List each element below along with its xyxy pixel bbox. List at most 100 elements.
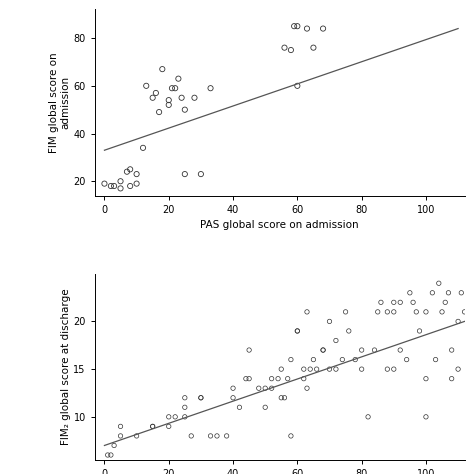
- Point: [416, 327, 423, 335]
- Point: [191, 94, 198, 101]
- Point: [181, 403, 189, 411]
- Point: [149, 94, 156, 101]
- Point: [143, 82, 150, 90]
- Point: [261, 403, 269, 411]
- Point: [345, 327, 353, 335]
- Point: [100, 180, 108, 187]
- Point: [342, 308, 349, 316]
- Point: [293, 22, 301, 30]
- Point: [277, 394, 285, 401]
- Point: [454, 365, 462, 373]
- Point: [268, 375, 275, 383]
- Point: [319, 346, 327, 354]
- Point: [358, 365, 365, 373]
- Point: [197, 170, 205, 178]
- Point: [152, 89, 160, 97]
- Point: [158, 65, 166, 73]
- Point: [383, 308, 391, 316]
- Point: [165, 96, 173, 104]
- Point: [377, 299, 385, 306]
- Point: [268, 384, 275, 392]
- Point: [284, 375, 292, 383]
- Point: [303, 25, 311, 32]
- Point: [300, 365, 308, 373]
- Point: [406, 289, 414, 297]
- Point: [303, 384, 311, 392]
- Point: [165, 423, 173, 430]
- Point: [229, 384, 237, 392]
- Point: [383, 365, 391, 373]
- Point: [133, 432, 140, 440]
- Point: [133, 180, 140, 187]
- Point: [127, 165, 134, 173]
- Point: [110, 442, 118, 449]
- Point: [351, 356, 359, 364]
- Point: [287, 432, 295, 440]
- Point: [300, 375, 308, 383]
- Point: [293, 327, 301, 335]
- Point: [197, 394, 205, 401]
- Point: [422, 308, 430, 316]
- Point: [412, 308, 420, 316]
- Point: [306, 365, 314, 373]
- Point: [117, 432, 124, 440]
- Point: [255, 384, 263, 392]
- Point: [174, 75, 182, 82]
- Point: [441, 299, 449, 306]
- Point: [187, 432, 195, 440]
- Point: [374, 308, 382, 316]
- Point: [107, 182, 115, 190]
- Point: [117, 177, 124, 185]
- Point: [371, 346, 378, 354]
- Point: [123, 168, 131, 175]
- Point: [303, 308, 311, 316]
- Point: [229, 394, 237, 401]
- Point: [104, 451, 111, 459]
- Point: [281, 394, 288, 401]
- Point: [403, 356, 410, 364]
- Point: [326, 365, 333, 373]
- Point: [172, 84, 179, 92]
- Point: [454, 318, 462, 325]
- Point: [223, 432, 230, 440]
- Point: [448, 346, 456, 354]
- Point: [432, 356, 439, 364]
- Point: [310, 44, 317, 52]
- Point: [107, 451, 115, 459]
- Point: [310, 356, 317, 364]
- Point: [390, 308, 398, 316]
- Point: [293, 82, 301, 90]
- Point: [332, 337, 340, 344]
- Point: [445, 289, 452, 297]
- Point: [261, 384, 269, 392]
- Y-axis label: FIM₂ global score at discharge: FIM₂ global score at discharge: [61, 289, 71, 445]
- Point: [293, 327, 301, 335]
- Point: [291, 22, 298, 30]
- Point: [396, 299, 404, 306]
- Point: [242, 375, 250, 383]
- Point: [358, 346, 365, 354]
- Y-axis label: FIM global score on
admission: FIM global score on admission: [49, 52, 71, 153]
- Point: [172, 413, 179, 420]
- Point: [390, 299, 398, 306]
- Point: [236, 403, 243, 411]
- X-axis label: PAS global score on admission: PAS global score on admission: [201, 220, 359, 230]
- Point: [277, 365, 285, 373]
- Point: [281, 44, 288, 52]
- Point: [332, 365, 340, 373]
- Point: [246, 375, 253, 383]
- Point: [287, 356, 295, 364]
- Point: [165, 101, 173, 109]
- Point: [396, 346, 404, 354]
- Point: [207, 84, 214, 92]
- Point: [165, 413, 173, 420]
- Point: [181, 106, 189, 113]
- Point: [274, 375, 282, 383]
- Point: [127, 182, 134, 190]
- Point: [197, 394, 205, 401]
- Point: [110, 182, 118, 190]
- Point: [207, 432, 214, 440]
- Point: [178, 94, 185, 101]
- Point: [181, 170, 189, 178]
- Point: [117, 423, 124, 430]
